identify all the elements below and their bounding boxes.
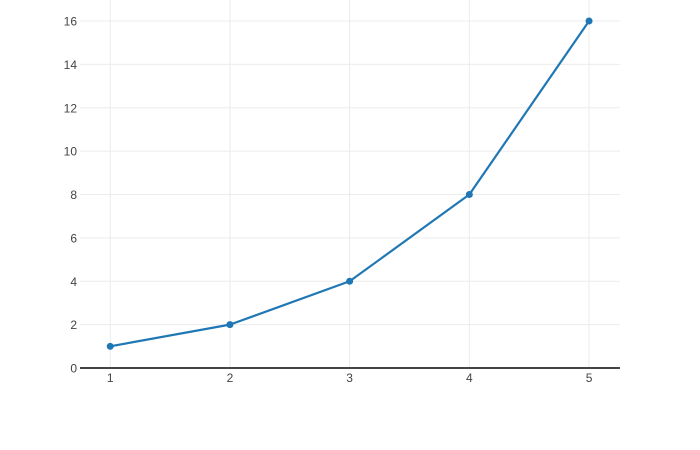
x-tick-label: 3 — [346, 371, 353, 385]
y-tick-label: 10 — [64, 145, 78, 159]
x-tick-label: 4 — [466, 371, 473, 385]
y-tick-label: 14 — [64, 58, 78, 72]
y-tick-label: 4 — [70, 275, 77, 289]
y-tick-label: 12 — [64, 101, 78, 115]
y-tick-label: 8 — [70, 188, 77, 202]
y-tick-label: 2 — [70, 318, 77, 332]
data-point-marker[interactable] — [585, 17, 593, 25]
y-tick-label: 6 — [70, 231, 77, 245]
x-tick-label: 1 — [107, 371, 114, 385]
data-point-marker[interactable] — [346, 277, 354, 285]
data-point-marker[interactable] — [465, 191, 473, 199]
x-tick-label: 2 — [227, 371, 234, 385]
data-point-marker[interactable] — [226, 321, 234, 329]
x-tick-label: 5 — [586, 371, 593, 385]
data-point-marker[interactable] — [106, 342, 114, 350]
y-tick-label: 16 — [64, 15, 78, 29]
y-tick-label: 0 — [70, 362, 77, 376]
